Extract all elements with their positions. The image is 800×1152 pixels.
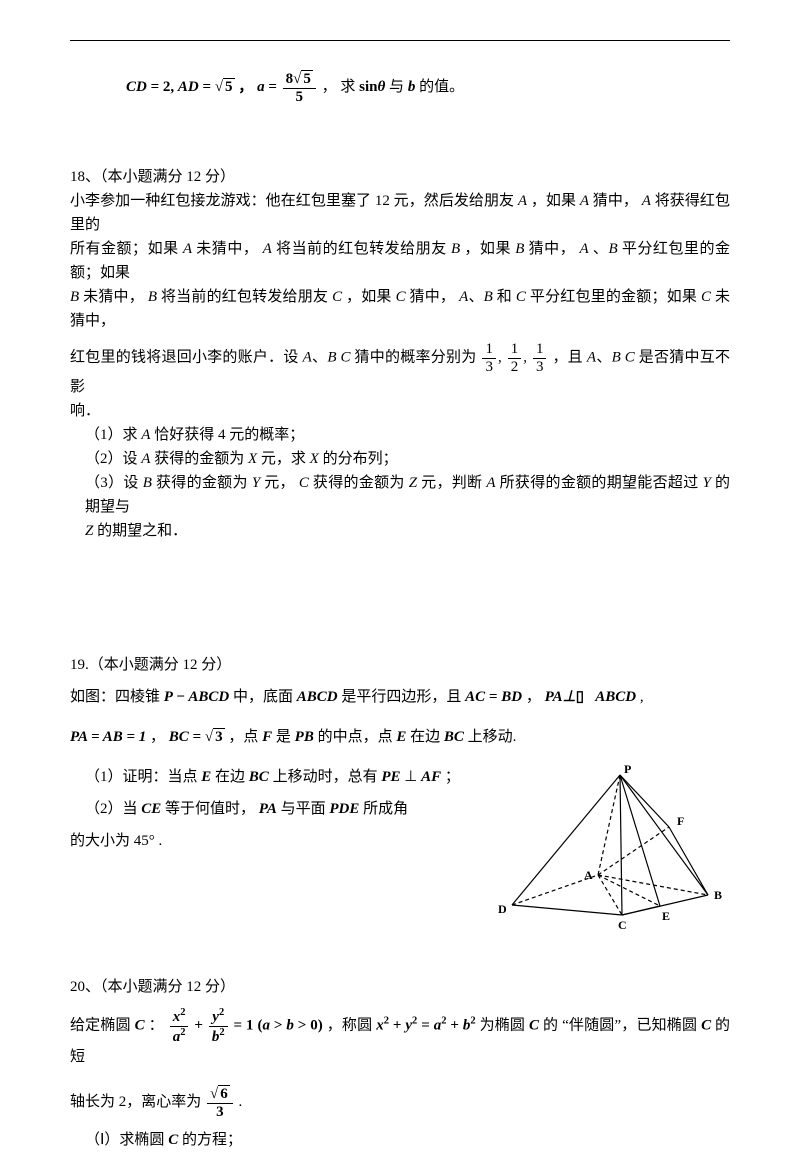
p19-row: （1）证明：当点 E 在边 BC 上移动时，总有 PE ⊥ AF ； （2）当 …	[70, 765, 730, 935]
svg-text:F: F	[677, 814, 684, 828]
b-var: b	[408, 79, 416, 95]
p20-l2: 轴长为 2，离心率为 6 3 .	[70, 1085, 730, 1120]
p19-l1: 如图：四棱锥 P − ABCD 中，底面 ABCD 是平行四边形，且 AC = …	[70, 685, 730, 709]
p18-l2: 所有金额；如果 A 未猜中， A 将当前的红包转发给朋友 B ，如果 B 猜中，…	[70, 237, 730, 285]
p20-heading: 20、（本小题满分 12 分）	[70, 975, 730, 999]
p20-l1: 给定椭圆 C ： x2 a2 + y2 b2 = 1 (a > b > 0) ，…	[70, 1007, 730, 1069]
top-rule	[70, 40, 730, 41]
p18-q2: （2）设 A 获得的金额为 X 元，求 X 的分布列；	[70, 447, 730, 471]
svg-text:D: D	[498, 902, 507, 916]
prob-1-2: 12	[508, 341, 522, 375]
eccentricity: 6 3	[207, 1085, 233, 1120]
p18-q3: （3）设 B 获得的金额为 Y 元， C 获得的金额为 Z 元，判断 A 所获得…	[70, 471, 730, 519]
p18-q4: Z 的期望之和．	[70, 519, 730, 543]
theta: θ	[378, 79, 386, 95]
svg-text:C: C	[618, 918, 627, 932]
svg-text:E: E	[662, 909, 670, 923]
sqrt3: 3	[205, 725, 225, 749]
cd-var: CD	[126, 79, 147, 95]
p19-q2: （2）当 CE 等于何值时， PA 与平面 PDE 所成角	[70, 797, 490, 821]
p18-l5: 响．	[70, 399, 730, 423]
pyramid-diagram: P A B C D E F	[490, 765, 730, 935]
svg-text:A: A	[584, 868, 593, 882]
ad-var: AD	[178, 79, 199, 95]
p19-q3: 的大小为 45° .	[70, 829, 490, 853]
prob-1-3: 13	[482, 341, 496, 375]
p19-l2: PA = AB = 1 ， BC = 3 ，点 F 是 PB 的中点，点 E 在…	[70, 725, 730, 749]
paren: (a > b > 0)	[257, 1017, 322, 1033]
p19-heading: 19.（本小题满分 12 分）	[70, 653, 730, 677]
sqrt5: 5	[215, 75, 235, 99]
prob-1-3b: 13	[533, 341, 547, 375]
p19-q1: （1）证明：当点 E 在边 BC 上移动时，总有 PE ⊥ AF ；	[70, 765, 490, 789]
p18-l4: 红包里的钱将退回小李的账户．设 A、B C 猜中的概率分别为 13, 12, 1…	[70, 341, 730, 399]
sin: sin	[359, 79, 377, 95]
svg-text:P: P	[624, 765, 631, 776]
a-frac: 85 5	[283, 70, 316, 105]
a-var: a	[257, 79, 265, 95]
ellipse-term1: x2 a2	[170, 1007, 189, 1045]
p18-l3: B 未猜中， B 将当前的红包转发给朋友 C ，如果 C 猜中， A、B 和 C…	[70, 285, 730, 333]
p19-figure: P A B C D E F	[490, 765, 730, 935]
p19-subqs: （1）证明：当点 E 在边 BC 上移动时，总有 PE ⊥ AF ； （2）当 …	[70, 765, 490, 853]
ellipse-term2: y2 b2	[209, 1007, 228, 1045]
p17-given: CD = 2, AD = 5 ， a = 85 5 ， 求 sinθ 与 b 的…	[126, 70, 730, 105]
page-content: CD = 2, AD = 5 ， a = 85 5 ， 求 sinθ 与 b 的…	[70, 70, 730, 1152]
svg-text:B: B	[714, 888, 722, 902]
p18-l1: 小李参加一种红包接龙游戏：他在红包里塞了 12 元，然后发给朋友 A ，如果 A…	[70, 189, 730, 237]
p18-q1: （1）求 A 恰好获得 4 元的概率；	[70, 423, 730, 447]
p18-heading: 18、（本小题满分 12 分）	[70, 165, 730, 189]
